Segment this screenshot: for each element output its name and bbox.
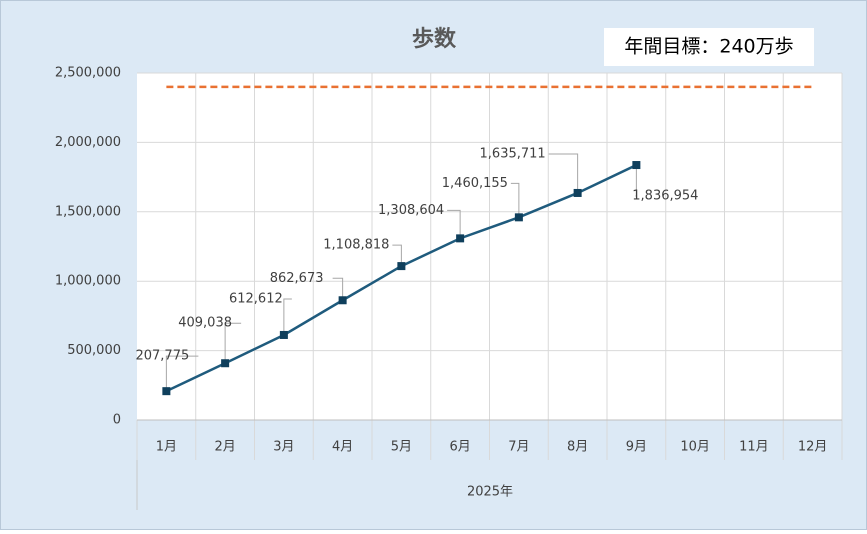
x-tick-label: 4月 [332, 440, 353, 455]
data-label: 207,775 [135, 349, 189, 364]
y-tick-label: 1,500,000 [55, 204, 121, 219]
x-tick-label: 11月 [739, 440, 769, 455]
y-tick-label: 2,500,000 [55, 66, 121, 81]
marker [338, 296, 347, 305]
x-tick-label: 9月 [626, 440, 647, 455]
leader-line [283, 298, 292, 335]
data-label: 862,673 [270, 271, 324, 286]
data-label: 1,836,954 [632, 189, 698, 204]
x-tick-label: 8月 [567, 440, 588, 455]
marker [632, 161, 641, 170]
annotation-box [604, 28, 814, 66]
leader-line [332, 277, 344, 301]
leader-line [165, 355, 199, 392]
leader-line [392, 244, 402, 267]
marker [573, 188, 582, 197]
leader-line [635, 165, 637, 197]
leader-line [510, 182, 520, 218]
x-tick-label: 10月 [680, 440, 710, 455]
x-tick-label: 1月 [156, 440, 177, 455]
x-tick-label: 7月 [508, 440, 529, 455]
chart-title: 歩数 [412, 26, 457, 52]
annotation: 年間目標：240万歩 [624, 36, 793, 58]
x-tick-label: 12月 [798, 440, 828, 455]
data-label: 1,460,155 [442, 176, 508, 191]
x-tick-label: 3月 [273, 440, 294, 455]
data-label: 1,108,818 [323, 238, 389, 253]
data-label: 1,308,604 [378, 203, 444, 218]
marker [514, 213, 523, 222]
marker [221, 359, 230, 368]
x-tick-label: 6月 [449, 440, 470, 455]
marker [456, 234, 465, 243]
data-label: 1,635,711 [480, 146, 546, 161]
leader-line [224, 322, 242, 364]
marker [397, 262, 406, 271]
leader-line [447, 209, 461, 239]
x-tick-label: 2月 [214, 440, 235, 455]
y-tick-label: 2,000,000 [55, 135, 121, 150]
leader-line [548, 153, 579, 193]
y-tick-label: 500,000 [67, 343, 121, 358]
marker [279, 330, 288, 339]
data-label: 612,612 [229, 291, 283, 306]
data-label: 409,038 [178, 316, 232, 331]
marker [162, 387, 171, 396]
x-axis-label: 2025年 [467, 485, 513, 500]
x-tick-label: 5月 [391, 440, 412, 455]
y-tick-label: 0 [113, 413, 121, 428]
y-tick-label: 1,000,000 [55, 274, 121, 289]
